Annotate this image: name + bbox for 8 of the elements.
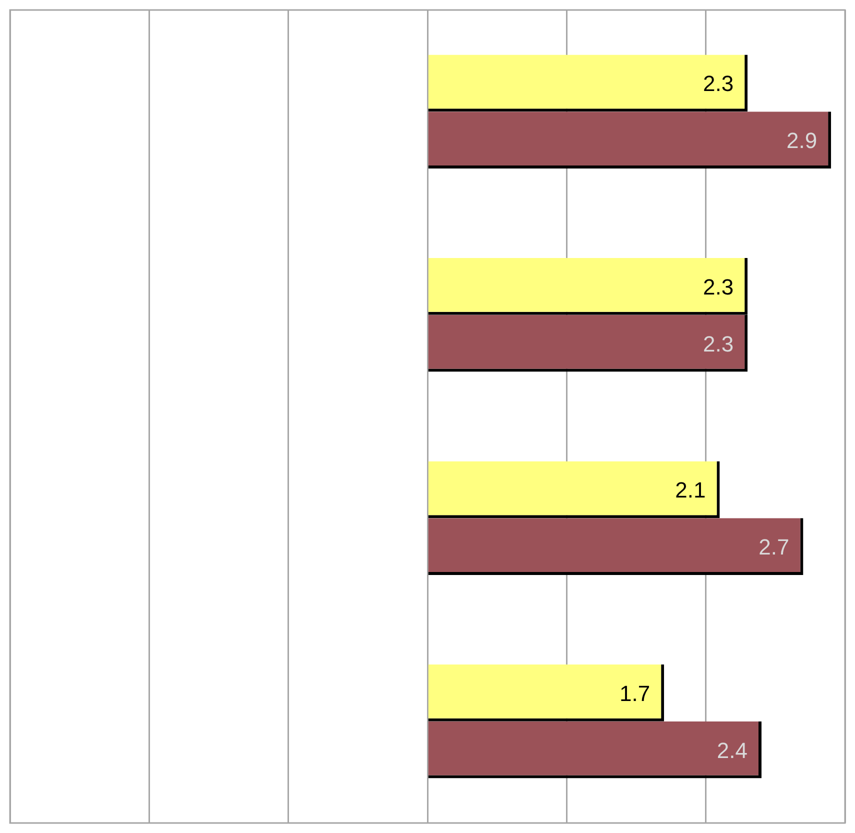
data-label: 2.3	[702, 71, 734, 96]
data-label: 2.3	[702, 274, 734, 300]
data-label: 1.7	[619, 680, 650, 706]
data-label: 2.3	[702, 331, 734, 356]
data-label: 2.1	[675, 478, 706, 503]
data-label: 2.7	[758, 534, 790, 560]
data-label: 2.9	[786, 128, 818, 154]
data-label: 2.4	[716, 738, 748, 763]
